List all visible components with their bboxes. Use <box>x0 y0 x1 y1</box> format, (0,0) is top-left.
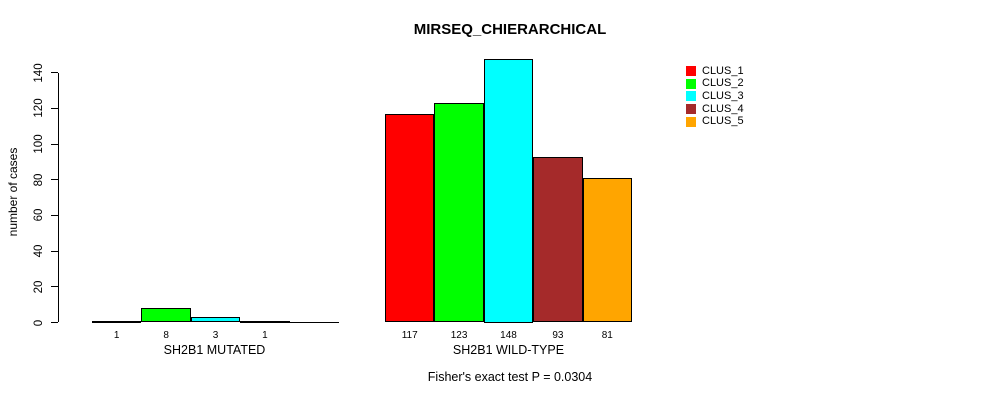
bar-value-label: 3 <box>212 330 219 341</box>
bar-clus_3-wildtype <box>483 58 534 323</box>
y-axis-tick <box>51 107 58 109</box>
legend-swatch-icon <box>686 116 696 127</box>
legend: CLUS_1 CLUS_2 CLUS_3 CLUS_4 CLUS_5 <box>686 65 744 128</box>
y-axis-tick-label: 20 <box>33 280 45 294</box>
bar-clus_2-mutated <box>141 308 191 323</box>
legend-swatch-icon <box>686 91 696 102</box>
legend-label: CLUS_5 <box>702 115 744 128</box>
y-axis-tick <box>51 214 58 216</box>
bar-value-label: 8 <box>163 330 169 341</box>
bar-value-label: 93 <box>552 330 564 341</box>
y-axis-tick-label: 80 <box>33 173 45 187</box>
y-axis-tick-label: 100 <box>33 134 45 154</box>
y-axis-tick-label: 0 <box>33 319 45 326</box>
y-axis-tick <box>51 143 58 145</box>
legend-label: CLUS_2 <box>702 77 744 90</box>
legend-item-clus_4: CLUS_4 <box>686 103 744 116</box>
bar-value-label: 148 <box>500 330 517 341</box>
fisher-test-annotation: Fisher's exact test P = 0.0304 <box>427 370 593 384</box>
y-axis-tick-label: 140 <box>33 63 45 83</box>
bar-clus_2-wildtype <box>434 103 484 323</box>
legend-item-clus_1: CLUS_1 <box>686 65 744 78</box>
y-axis-tick-label: 40 <box>33 244 45 258</box>
bar-clus_1-mutated <box>92 320 142 323</box>
y-axis-tick-label: 120 <box>33 98 45 119</box>
legend-label: CLUS_1 <box>702 64 744 77</box>
legend-label: CLUS_3 <box>702 89 744 102</box>
y-axis-tick <box>51 179 58 181</box>
legend-swatch-icon <box>686 66 696 77</box>
bar-clus_5-mutated-zero <box>289 321 339 323</box>
y-axis-tick <box>51 72 58 74</box>
legend-label: CLUS_4 <box>702 102 744 115</box>
legend-item-clus_2: CLUS_2 <box>686 78 744 91</box>
bar-clus_4-wildtype <box>533 156 583 323</box>
bar-value-label: 81 <box>601 330 613 341</box>
chart-title: MIRSEQ_CHIERARCHICAL <box>413 21 607 38</box>
bar-value-label: 117 <box>401 330 418 341</box>
bar-clus_1-wildtype <box>385 113 435 323</box>
x-group-label-mutated: SH2B1 MUTATED <box>163 343 266 357</box>
legend-swatch-icon <box>686 104 696 115</box>
bar-value-label: 1 <box>262 330 268 341</box>
bar-value-label: 1 <box>113 330 120 341</box>
y-axis-tick <box>51 286 58 288</box>
bar-clus_3-mutated <box>190 317 241 323</box>
legend-swatch-icon <box>686 78 696 89</box>
y-axis-tick-label: 60 <box>33 209 45 222</box>
bar-value-label: 123 <box>450 330 468 341</box>
x-group-label-wildtype: SH2B1 WILD-TYPE <box>452 343 565 357</box>
legend-item-clus_3: CLUS_3 <box>686 90 744 103</box>
legend-item-clus_5: CLUS_5 <box>686 115 744 128</box>
y-axis-tick <box>51 322 58 323</box>
y-axis-tick <box>51 250 58 252</box>
bar-clus_5-wildtype <box>582 178 632 323</box>
y-axis-line <box>58 72 59 323</box>
bar-clus_4-mutated <box>240 320 290 323</box>
